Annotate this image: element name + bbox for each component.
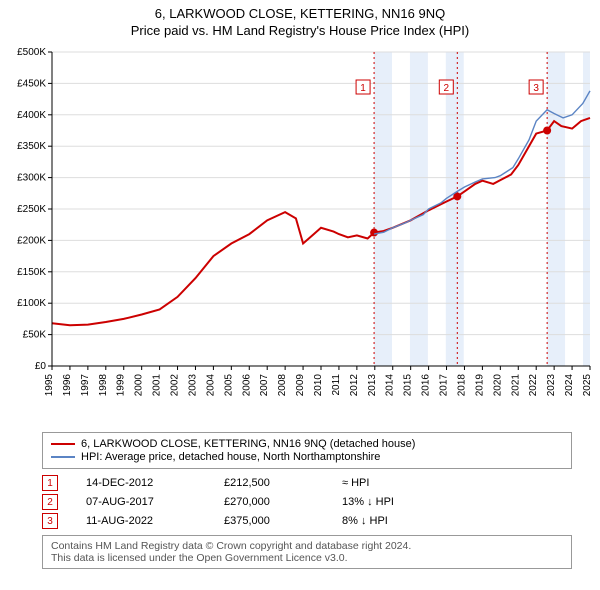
svg-text:2021: 2021 (510, 374, 521, 397)
sale-hpi: 8% ↓ HPI (342, 515, 432, 527)
svg-text:2001: 2001 (152, 374, 163, 397)
ogl-line1: Contains HM Land Registry data © Crown c… (51, 540, 563, 552)
chart-title: 6, LARKWOOD CLOSE, KETTERING, NN16 9NQ (0, 6, 600, 21)
legend-swatch (51, 456, 75, 458)
svg-text:£500K: £500K (17, 47, 46, 58)
svg-text:2010: 2010 (313, 374, 324, 397)
svg-text:£150K: £150K (17, 267, 46, 278)
sale-date: 11-AUG-2022 (86, 515, 196, 527)
svg-text:2015: 2015 (403, 374, 414, 397)
sale-hpi: 13% ↓ HPI (342, 496, 432, 508)
legend-label: HPI: Average price, detached house, Nort… (81, 451, 380, 463)
svg-text:2017: 2017 (439, 374, 450, 397)
sales-table: 1 14-DEC-2012 £212,500 ≈ HPI 2 07-AUG-2017 £27… (42, 475, 572, 529)
svg-text:1996: 1996 (62, 374, 73, 397)
ogl-attribution: Contains HM Land Registry data © Crown c… (42, 535, 572, 569)
svg-text:2005: 2005 (223, 374, 234, 397)
svg-text:1997: 1997 (80, 374, 91, 397)
svg-text:2: 2 (444, 83, 450, 94)
svg-text:£0: £0 (35, 361, 47, 372)
sale-hpi: ≈ HPI (342, 477, 432, 489)
svg-text:2022: 2022 (528, 374, 539, 397)
svg-text:2019: 2019 (474, 374, 485, 397)
svg-text:2024: 2024 (564, 374, 575, 397)
chart-subtitle: Price paid vs. HM Land Registry's House … (0, 23, 600, 38)
svg-text:2014: 2014 (385, 374, 396, 397)
ogl-line2: This data is licensed under the Open Gov… (51, 552, 563, 564)
legend: 6, LARKWOOD CLOSE, KETTERING, NN16 9NQ (… (42, 432, 572, 469)
svg-text:1998: 1998 (98, 374, 109, 397)
svg-text:2008: 2008 (277, 374, 288, 397)
svg-text:2023: 2023 (546, 374, 557, 397)
sale-date: 07-AUG-2017 (86, 496, 196, 508)
svg-text:2000: 2000 (134, 374, 145, 397)
svg-text:1999: 1999 (116, 374, 127, 397)
chart-svg: 1 2 3 £0 £50K £100K £150K £200K £250K £300K £350K £… (0, 46, 600, 426)
svg-text:2009: 2009 (295, 374, 306, 397)
svg-text:2018: 2018 (456, 374, 467, 397)
svg-text:2002: 2002 (170, 374, 181, 397)
svg-text:£50K: £50K (23, 330, 47, 341)
sales-row: 1 14-DEC-2012 £212,500 ≈ HPI (42, 475, 572, 491)
svg-text:2025: 2025 (582, 374, 593, 397)
sale-marker: 3 (42, 513, 58, 529)
svg-text:£350K: £350K (17, 141, 46, 152)
svg-text:1995: 1995 (44, 374, 55, 397)
svg-text:2020: 2020 (492, 374, 503, 397)
svg-text:£250K: £250K (17, 204, 46, 215)
legend-swatch (51, 443, 75, 445)
sale-price: £270,000 (224, 496, 314, 508)
svg-text:£300K: £300K (17, 173, 46, 184)
sales-row: 3 11-AUG-2022 £375,000 8% ↓ HPI (42, 513, 572, 529)
sale-price: £375,000 (224, 515, 314, 527)
legend-row: HPI: Average price, detached house, Nort… (51, 451, 563, 463)
svg-text:2016: 2016 (421, 374, 432, 397)
sale-date: 14-DEC-2012 (86, 477, 196, 489)
svg-text:2006: 2006 (241, 374, 252, 397)
chart-area: 1 2 3 £0 £50K £100K £150K £200K £250K £300K £350K £… (0, 46, 600, 426)
svg-text:1: 1 (360, 83, 366, 94)
svg-text:£100K: £100K (17, 298, 46, 309)
svg-text:£450K: £450K (17, 78, 46, 89)
svg-text:2007: 2007 (259, 374, 270, 397)
legend-row: 6, LARKWOOD CLOSE, KETTERING, NN16 9NQ (… (51, 438, 563, 450)
legend-label: 6, LARKWOOD CLOSE, KETTERING, NN16 9NQ (… (81, 438, 415, 450)
svg-text:2011: 2011 (331, 374, 342, 396)
svg-text:2003: 2003 (187, 374, 198, 397)
svg-text:2012: 2012 (349, 374, 360, 397)
svg-text:£400K: £400K (17, 110, 46, 121)
sale-marker: 1 (42, 475, 58, 491)
svg-text:2013: 2013 (367, 374, 378, 397)
sale-price: £212,500 (224, 477, 314, 489)
svg-text:3: 3 (533, 83, 539, 94)
sale-marker: 2 (42, 494, 58, 510)
svg-text:2004: 2004 (205, 374, 216, 397)
sales-row: 2 07-AUG-2017 £270,000 13% ↓ HPI (42, 494, 572, 510)
svg-text:£200K: £200K (17, 235, 46, 246)
